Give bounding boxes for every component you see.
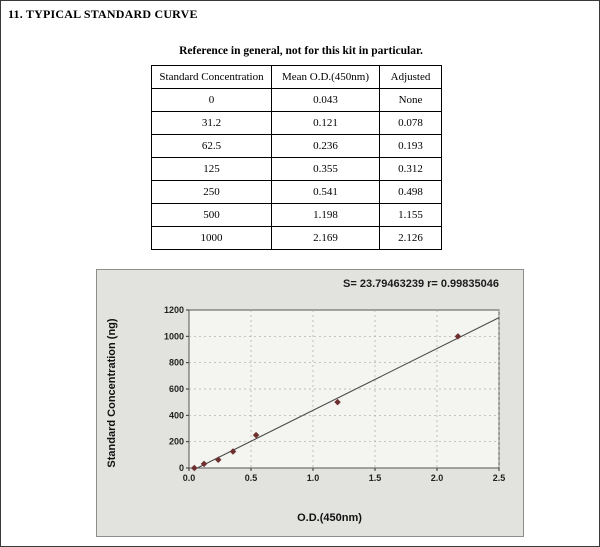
data-point xyxy=(252,431,260,439)
table-row: 125 0.355 0.312 xyxy=(151,157,442,181)
cell-adjusted: 0.498 xyxy=(379,180,442,204)
cell-adjusted: 0.312 xyxy=(379,157,442,181)
y-tick-label: 800 xyxy=(169,358,184,368)
cell-adjusted: None xyxy=(379,88,442,112)
table-header-row: Standard Concentration Mean O.D.(450nm) … xyxy=(151,65,442,89)
y-tick-label: 600 xyxy=(169,384,184,394)
col-header-mean-od: Mean O.D.(450nm) xyxy=(271,65,380,89)
standard-curve-table: Standard Concentration Mean O.D.(450nm) … xyxy=(151,65,442,250)
x-tick-label: 0.5 xyxy=(245,473,258,483)
cell-adjusted: 0.193 xyxy=(379,134,442,158)
table-row: 250 0.541 0.498 xyxy=(151,180,442,204)
cell-standard-concentration: 62.5 xyxy=(151,134,272,158)
cell-mean-od: 0.043 xyxy=(271,88,380,112)
table-row: 0 0.043 None xyxy=(151,88,442,112)
cell-standard-concentration: 250 xyxy=(151,180,272,204)
cell-standard-concentration: 500 xyxy=(151,203,272,227)
y-tick-label: 1200 xyxy=(164,305,184,315)
cell-standard-concentration: 31.2 xyxy=(151,111,272,135)
col-header-standard-concentration: Standard Concentration xyxy=(151,65,272,89)
y-tick-label: 0 xyxy=(179,463,184,473)
cell-standard-concentration: 125 xyxy=(151,157,272,181)
data-point xyxy=(191,464,198,472)
cell-mean-od: 2.169 xyxy=(271,226,380,250)
x-tick-label: 0.0 xyxy=(183,473,196,483)
cell-adjusted: 2.126 xyxy=(379,226,442,250)
fit-line xyxy=(197,317,500,469)
x-axis-title: O.D.(450nm) xyxy=(297,512,362,524)
plot-area: 0.0 0.5 1.0 1.5 2.0 2.5 0 200 400 600 800 1000 1200 xyxy=(164,305,506,483)
x-tick-label: 2.0 xyxy=(431,473,444,483)
x-tick-label: 2.5 xyxy=(493,473,506,483)
cell-mean-od: 1.198 xyxy=(271,203,380,227)
table-row: 31.2 0.121 0.078 xyxy=(151,111,442,135)
cell-adjusted: 1.155 xyxy=(379,203,442,227)
table-row: 1000 2.169 2.126 xyxy=(151,226,442,250)
cell-mean-od: 0.121 xyxy=(271,111,380,135)
x-tick-label: 1.5 xyxy=(369,473,382,483)
data-point xyxy=(200,460,208,468)
chart-stats-annotation: S= 23.79463239 r= 0.99835046 xyxy=(343,278,499,290)
col-header-adjusted: Adjusted xyxy=(379,65,442,89)
standard-curve-chart: S= 23.79463239 r= 0.99835046 Standard Co… xyxy=(96,269,524,537)
table-row: 62.5 0.236 0.193 xyxy=(151,134,442,158)
y-tick-label: 1000 xyxy=(164,331,184,341)
cell-standard-concentration: 1000 xyxy=(151,226,272,250)
cell-mean-od: 0.236 xyxy=(271,134,380,158)
cell-adjusted: 0.078 xyxy=(379,111,442,135)
section-title: 11. TYPICAL STANDARD CURVE xyxy=(8,7,198,21)
cell-standard-concentration: 0 xyxy=(151,88,272,112)
table-row: 500 1.198 1.155 xyxy=(151,203,442,227)
y-axis-title: Standard Concentration (ng) xyxy=(106,318,118,468)
subtitle-note: Reference in general, not for this kit i… xyxy=(179,45,423,57)
x-tick-label: 1.0 xyxy=(307,473,320,483)
cell-mean-od: 0.541 xyxy=(271,180,380,204)
y-tick-label: 400 xyxy=(169,410,184,420)
cell-mean-od: 0.355 xyxy=(271,157,380,181)
y-tick-label: 200 xyxy=(169,437,184,447)
